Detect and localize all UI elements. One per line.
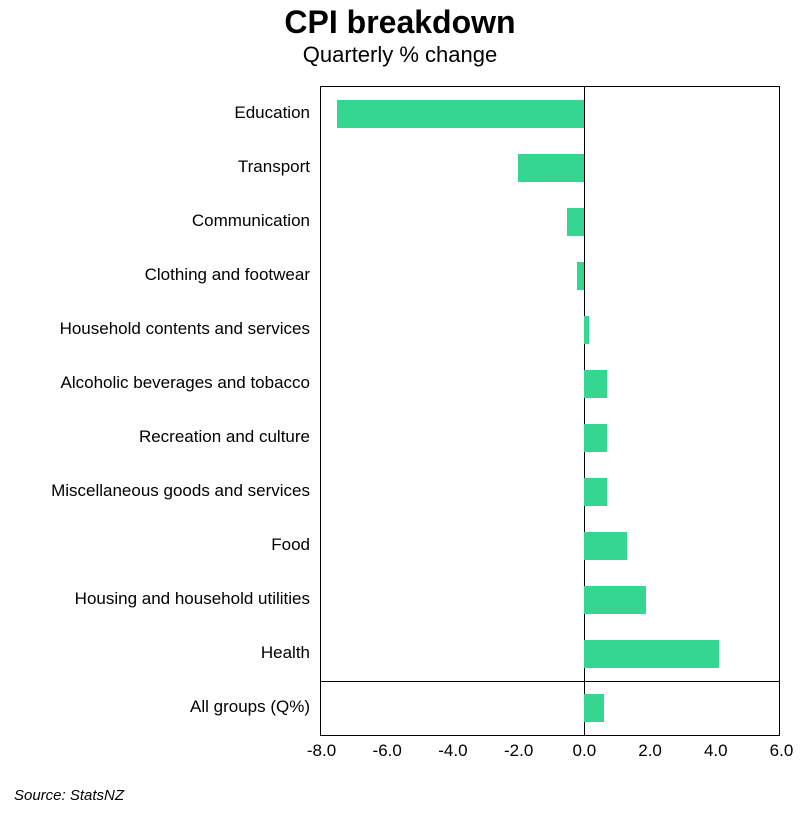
bar [584,532,627,560]
separator-line [321,681,779,682]
x-tick-label: -4.0 [438,741,467,761]
category-label: Health [261,643,310,663]
bar [567,208,583,236]
bar [337,100,583,128]
category-label: All groups (Q%) [190,697,310,717]
category-label: Housing and household utilities [75,589,310,609]
plot-area: -8.0 -6.0 -4.0 -2.0 0.0 2.0 4.0 6.0 [320,86,780,736]
source-label: Source: StatsNZ [14,787,124,804]
bar [584,370,607,398]
bar [584,586,646,614]
zero-line [584,87,585,735]
bar [584,694,604,722]
x-tick-label: 0.0 [573,741,597,761]
bar [584,424,607,452]
category-label: Communication [192,211,310,231]
x-tick: 6.0 [781,735,782,739]
x-tick: -2.0 [518,735,519,739]
x-tick-label: 2.0 [638,741,662,761]
category-label: Alcoholic beverages and tobacco [61,373,311,393]
bar [584,478,607,506]
category-label: Recreation and culture [139,427,310,447]
bar [518,154,584,182]
chart-title: CPI breakdown [0,6,800,40]
category-label: Miscellaneous goods and services [51,481,310,501]
x-tick-label: -8.0 [307,741,336,761]
chart-area: -8.0-6.0-4.0-2.00.02.04.06.0 EducationTr… [320,86,780,736]
category-label: Food [271,535,310,555]
chart-subtitle: Quarterly % change [0,42,800,68]
bar [584,316,589,344]
bar [584,640,719,668]
category-label: Education [234,103,310,123]
x-tick-label: 6.0 [770,741,794,761]
category-label: Household contents and services [60,319,310,339]
bar [577,262,584,290]
x-tick: 4.0 [715,735,716,739]
x-tick: -6.0 [387,735,388,739]
x-tick-label: 4.0 [704,741,728,761]
x-tick: 2.0 [650,735,651,739]
category-label: Transport [238,157,310,177]
x-tick: -4.0 [452,735,453,739]
category-label: Clothing and footwear [145,265,310,285]
x-tick: 0.0 [584,735,585,739]
x-tick-label: -6.0 [373,741,402,761]
x-tick: -8.0 [321,735,322,739]
x-tick-label: -2.0 [504,741,533,761]
